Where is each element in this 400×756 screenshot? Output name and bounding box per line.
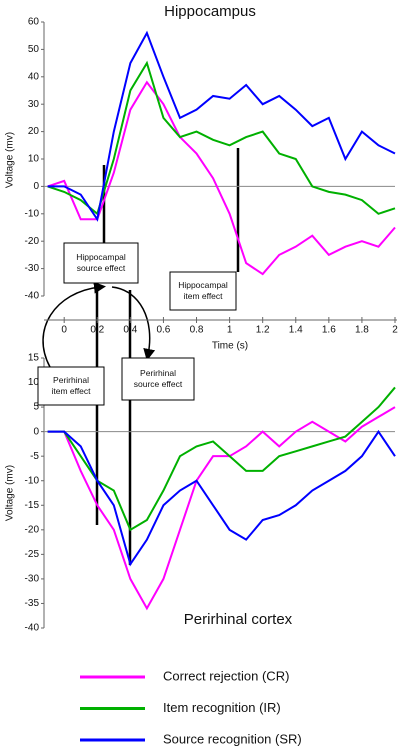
y-tick-label: 0 bbox=[33, 181, 39, 192]
x-tick-label: 1 bbox=[227, 325, 233, 336]
y-tick-label: -25 bbox=[25, 549, 40, 560]
annotation-text: Hippocampal bbox=[178, 280, 228, 290]
x-tick-label: 0.8 bbox=[190, 325, 204, 336]
x-tick-label: 0.2 bbox=[90, 325, 104, 336]
legend-label: Item recognition (IR) bbox=[163, 700, 281, 715]
annotation-text: source effect bbox=[134, 379, 183, 389]
y-tick-label: 30 bbox=[28, 99, 40, 110]
y-tick-label: 10 bbox=[28, 154, 40, 165]
y-tick-label: -10 bbox=[25, 475, 40, 486]
annotation-text: Perirhinal bbox=[53, 375, 89, 385]
annotation-box bbox=[169, 271, 237, 311]
arrow bbox=[111, 286, 156, 361]
annotation-text: Hippocampal bbox=[76, 252, 126, 262]
x-tick-label: 1.6 bbox=[322, 325, 336, 336]
chart-title: Perirhinal cortex bbox=[184, 611, 293, 628]
annotation-text: Perirhinal bbox=[140, 368, 176, 378]
series-line bbox=[47, 30, 396, 222]
y-tick-label: 5 bbox=[33, 402, 39, 413]
y-axis-label: Voltage (mv) bbox=[5, 465, 16, 521]
x-tick-label: 1.2 bbox=[256, 325, 270, 336]
arrow bbox=[42, 281, 106, 368]
annotation-text: item effect bbox=[51, 386, 91, 396]
y-tick-label: 50 bbox=[28, 44, 40, 55]
y-tick-label: 40 bbox=[28, 71, 40, 82]
annotation-text: source effect bbox=[77, 263, 126, 273]
y-tick-label: -30 bbox=[25, 263, 40, 274]
annotation-box bbox=[121, 357, 195, 401]
y-tick-label: 60 bbox=[28, 17, 40, 28]
x-tick-label: 2 bbox=[392, 325, 398, 336]
y-axis-label: Voltage (mv) bbox=[5, 132, 16, 188]
series-line bbox=[47, 406, 396, 611]
legend-label: Correct rejection (CR) bbox=[163, 668, 289, 683]
y-tick-label: -20 bbox=[25, 524, 40, 535]
annotation-text: item effect bbox=[183, 291, 223, 301]
x-tick-label: 0 bbox=[61, 325, 67, 336]
y-tick-label: -40 bbox=[25, 623, 40, 634]
y-tick-label: 15 bbox=[28, 353, 40, 364]
legend-label: Source recognition (SR) bbox=[163, 731, 302, 746]
x-tick-label: 1.8 bbox=[355, 325, 369, 336]
y-tick-label: -40 bbox=[25, 291, 40, 302]
series-line bbox=[47, 80, 396, 276]
series-line bbox=[47, 386, 396, 532]
y-tick-label: 0 bbox=[33, 426, 39, 437]
x-axis-label: Time (s) bbox=[212, 341, 248, 352]
series-line bbox=[47, 60, 396, 216]
annotation-box bbox=[37, 366, 105, 406]
series-line bbox=[47, 429, 396, 567]
annotation-box bbox=[63, 242, 139, 284]
y-tick-label: -30 bbox=[25, 574, 40, 585]
chart-title: Hippocampus bbox=[164, 3, 256, 20]
effect-lines bbox=[95, 148, 240, 565]
x-tick-label: 1.4 bbox=[289, 325, 303, 336]
y-tick-label: -20 bbox=[25, 236, 40, 247]
y-tick-label: -10 bbox=[25, 208, 40, 219]
x-tick-label: 0.4 bbox=[123, 325, 137, 336]
x-tick-label: 0.6 bbox=[156, 325, 170, 336]
y-tick-label: 10 bbox=[28, 377, 40, 388]
y-tick-label: -15 bbox=[25, 500, 40, 511]
y-tick-label: -5 bbox=[30, 451, 39, 462]
y-tick-label: 20 bbox=[28, 126, 40, 137]
y-tick-label: -35 bbox=[25, 598, 40, 609]
